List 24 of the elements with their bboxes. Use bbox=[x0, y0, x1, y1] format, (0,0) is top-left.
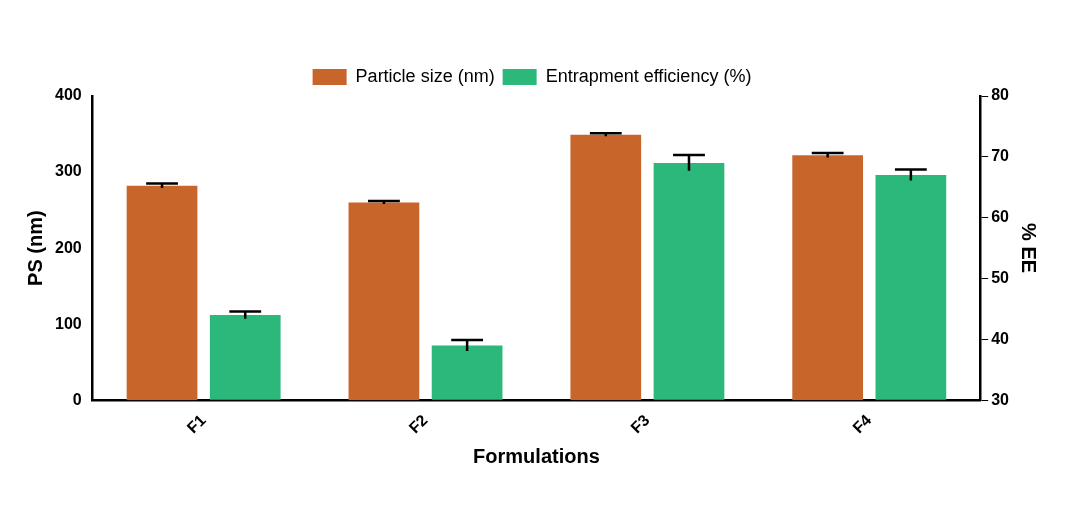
legend-label: Entrapment efficiency (%) bbox=[545, 65, 752, 86]
y2-tick-label: 70 bbox=[991, 147, 1010, 165]
y-tick-label: 100 bbox=[54, 314, 82, 332]
y-tick-label: 400 bbox=[54, 86, 82, 104]
y2-tick-label: 60 bbox=[991, 208, 1010, 226]
y-tick-label: 0 bbox=[72, 390, 82, 408]
y2-tick-label: 30 bbox=[991, 390, 1010, 408]
y2-tick-label: 80 bbox=[991, 86, 1010, 104]
y-tick-label: 300 bbox=[54, 162, 82, 180]
y2-tick-label: 40 bbox=[991, 329, 1010, 347]
x-axis-title: Formulations bbox=[473, 444, 600, 467]
legend-label: Particle size (nm) bbox=[355, 65, 495, 86]
x-tick-label: F2 bbox=[405, 411, 431, 437]
bar bbox=[348, 202, 420, 401]
y-axis-title: PS (nm) bbox=[23, 210, 46, 286]
bar bbox=[792, 155, 864, 401]
y2-axis-title: % EE bbox=[1018, 223, 1041, 274]
x-tick-label: F3 bbox=[627, 411, 653, 437]
x-tick-label: F4 bbox=[849, 411, 875, 437]
bar bbox=[126, 185, 198, 401]
y2-tick-label: 50 bbox=[991, 268, 1010, 286]
x-tick-label: F1 bbox=[183, 411, 209, 437]
y-tick-label: 200 bbox=[54, 238, 82, 256]
bar bbox=[570, 134, 642, 401]
